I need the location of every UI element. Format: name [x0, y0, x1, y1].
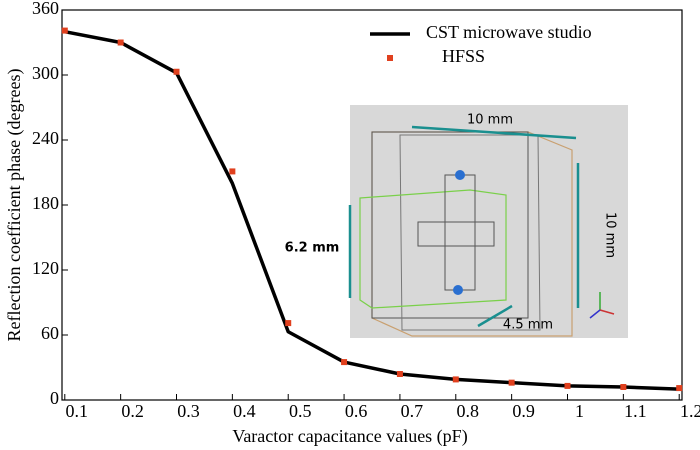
- x-tick-label: 0.5: [289, 401, 312, 421]
- y-tick-label: 240: [32, 128, 59, 148]
- marker: [564, 383, 570, 389]
- x-tick-label: 0.2: [121, 401, 144, 421]
- x-tick-label: 1.2: [680, 401, 700, 421]
- marker: [341, 359, 347, 365]
- y-axis-label: Reflection coefficient phase (degrees): [4, 68, 25, 341]
- marker: [509, 380, 515, 386]
- x-tick-label: 0.6: [345, 401, 368, 421]
- legend-marker: [387, 55, 393, 61]
- x-tick-label: 0.4: [233, 401, 256, 421]
- marker: [285, 320, 291, 326]
- x-axis-label: Varactor capacitance values (pF): [232, 426, 467, 447]
- marker: [174, 69, 180, 75]
- marker: [397, 371, 403, 377]
- marker: [229, 168, 235, 174]
- x-tick-label: 0.3: [177, 401, 200, 421]
- annotation: 10 mm: [467, 113, 513, 128]
- x-tick-label: 0.7: [401, 401, 424, 421]
- y-tick-label: 120: [32, 258, 59, 278]
- marker: [453, 376, 459, 382]
- y-tick-label: 360: [32, 0, 59, 18]
- x-tick-label: 0.9: [512, 401, 535, 421]
- annotation: 10 mm: [603, 212, 618, 258]
- marker: [118, 40, 124, 46]
- marker: [676, 385, 682, 391]
- y-tick-label: 180: [32, 193, 59, 213]
- annotation: 4.5 mm: [503, 318, 553, 333]
- marker: [620, 384, 626, 390]
- chart: 10 mm 6.2 mm 10 mm 4.5 mm Varactor capac…: [0, 0, 700, 450]
- legend-label: HFSS: [442, 46, 485, 66]
- x-tick-label: 1.1: [624, 401, 647, 421]
- y-tick-label: 60: [41, 323, 59, 343]
- inset-image: [350, 105, 628, 338]
- legend-label: CST microwave studio: [426, 22, 592, 42]
- x-tick-label: 0.8: [457, 401, 480, 421]
- marker: [62, 28, 68, 34]
- y-tick-label: 300: [32, 63, 59, 83]
- annotation: 6.2 mm: [285, 241, 340, 256]
- y-tick-label: 0: [50, 388, 59, 408]
- x-tick-label: 0.1: [66, 401, 89, 421]
- x-tick-label: 1: [575, 401, 584, 421]
